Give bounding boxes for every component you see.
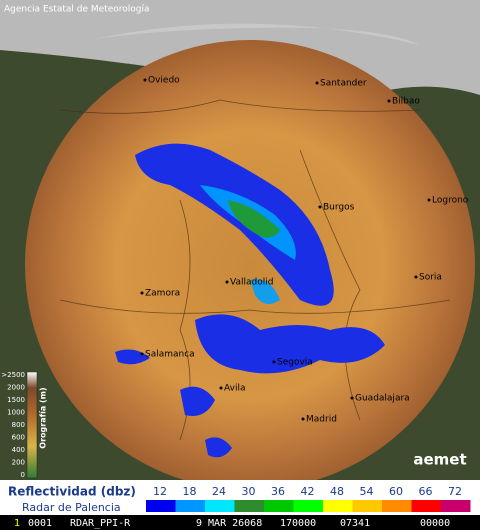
status-field: 0001 [28, 518, 52, 529]
elevation-label: 400 [12, 446, 25, 454]
status-field: 07341 [340, 518, 370, 529]
city-label: Oviedo [148, 76, 180, 86]
city-label: Guadalajara [355, 394, 410, 404]
city-dot [414, 275, 418, 279]
city-dot [318, 205, 322, 209]
status-field: 1 [14, 518, 20, 529]
reflectivity-subtitle: Radar de Palencia [22, 501, 121, 514]
city-label: Santander [320, 79, 367, 89]
reflectivity-label: 54 [360, 485, 374, 498]
elevation-label: 0 [21, 471, 25, 479]
status-field: RDAR_PPI-R [70, 518, 131, 529]
city-dot [350, 396, 354, 400]
out-of-range [90, 23, 420, 45]
elevation-title: Orografía (m) [39, 387, 48, 448]
elevation-label: 1500 [7, 396, 25, 404]
reflectivity-swatch [411, 500, 441, 512]
elevation-label: 2000 [7, 384, 25, 392]
reflectivity-swatch [264, 500, 294, 512]
city-dot [225, 280, 229, 284]
city-dot [272, 360, 276, 364]
city-dot [140, 352, 144, 356]
status-field: 00000 [420, 518, 450, 529]
city-label: Avila [224, 384, 245, 394]
city-dot [143, 78, 147, 82]
reflectivity-label: 12 [153, 485, 167, 498]
city-label: Salamanca [145, 350, 195, 360]
radar-coverage [25, 40, 475, 490]
city-label: Segovia [277, 358, 313, 368]
elevation-label: 200 [12, 459, 25, 467]
status-bar [0, 515, 480, 530]
reflectivity-swatch [205, 500, 235, 512]
reflectivity-label: 72 [448, 485, 462, 498]
city-dot [387, 99, 391, 103]
elevation-label: >2500 [1, 371, 25, 379]
reflectivity-label: 30 [242, 485, 256, 498]
elevation-scale [26, 371, 38, 479]
reflectivity-swatch [382, 500, 412, 512]
elevation-label: 800 [12, 421, 25, 429]
city-label: Zamora [145, 289, 180, 299]
reflectivity-label: 18 [183, 485, 197, 498]
city-label: Logrono [432, 196, 469, 206]
city-dot [140, 291, 144, 295]
reflectivity-label: 60 [389, 485, 403, 498]
reflectivity-swatch [146, 500, 176, 512]
elevation-label: 600 [12, 434, 25, 442]
status-field: 170000 [280, 518, 316, 529]
logo: aemet [413, 451, 466, 469]
reflectivity-label: 66 [419, 485, 433, 498]
reflectivity-swatch [441, 500, 471, 512]
reflectivity-swatch [175, 500, 205, 512]
header-title: Agencia Estatal de Meteorología [4, 5, 150, 15]
reflectivity-swatch [323, 500, 353, 512]
reflectivity-title: Reflectividad (dbz) [8, 485, 136, 499]
elevation-label: 1000 [7, 409, 25, 417]
reflectivity-label: 48 [330, 485, 344, 498]
reflectivity-label: 36 [271, 485, 285, 498]
status-field: 9 MAR 26068 [196, 518, 262, 529]
city-label: Valladolid [230, 278, 273, 288]
reflectivity-swatch [293, 500, 323, 512]
city-dot [219, 386, 223, 390]
reflectivity-swatch [352, 500, 382, 512]
city-label: Burgos [323, 203, 355, 213]
city-dot [301, 417, 305, 421]
reflectivity-label: 24 [212, 485, 226, 498]
reflectivity-swatch [234, 500, 264, 512]
radar-echoes [115, 143, 385, 458]
city-label: Madrid [306, 415, 337, 425]
reflectivity-label: 42 [301, 485, 315, 498]
radar-echoes-strong [228, 200, 280, 238]
city-label: Bilbao [392, 97, 420, 107]
city-dot [315, 81, 319, 85]
city-dot [427, 198, 431, 202]
city-label: Soria [419, 273, 442, 283]
